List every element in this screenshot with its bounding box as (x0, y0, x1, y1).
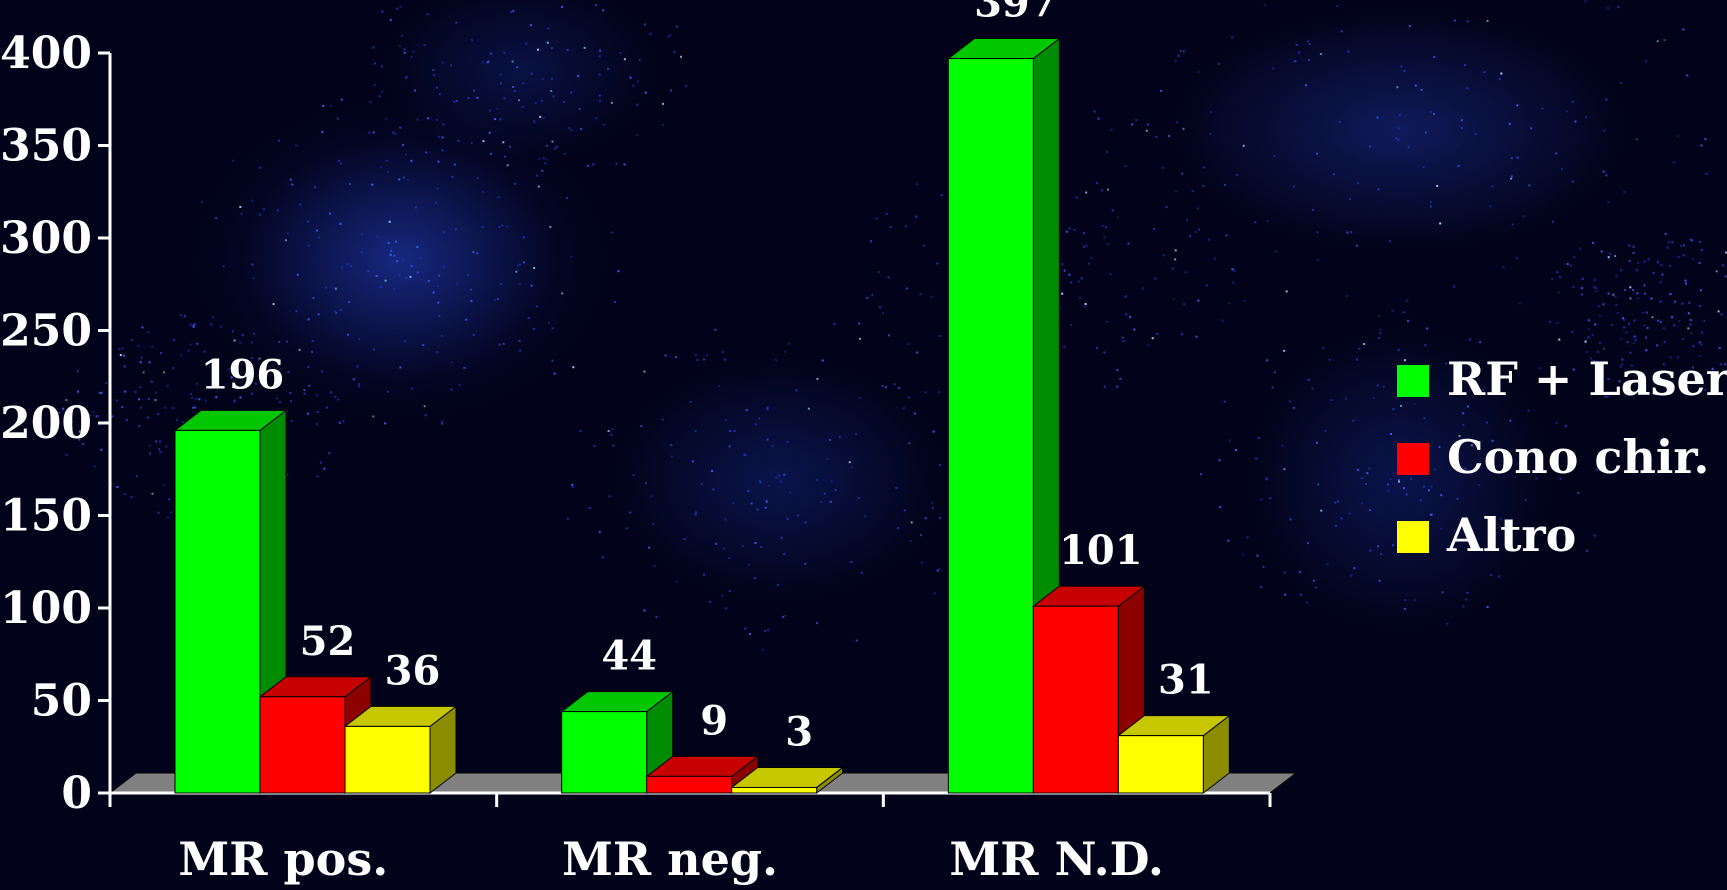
data-label: 31 (1158, 657, 1214, 704)
data-label: 9 (700, 697, 728, 744)
bar-front (947, 58, 1034, 794)
bar (343, 705, 458, 795)
bar (560, 690, 675, 795)
bar (645, 755, 760, 795)
y-tick-label: 50 (31, 676, 92, 727)
bar-front (731, 786, 818, 794)
legend: RF + Laser Cono chir. Altro (1397, 352, 1727, 562)
bar-front (344, 725, 431, 794)
data-label: 196 (201, 351, 285, 398)
bar (1031, 585, 1146, 795)
y-tick-label: 0 (61, 768, 92, 819)
data-label: 3 (785, 708, 813, 755)
category-label: MR pos. (178, 832, 388, 886)
bar-front (1117, 735, 1204, 794)
bar-front (174, 429, 261, 794)
data-label: 397 (974, 0, 1058, 27)
y-tick-label: 100 (0, 583, 92, 634)
legend-swatch (1397, 443, 1429, 475)
bar-front (1032, 605, 1119, 794)
category-label: MR neg. (562, 832, 778, 886)
x-axis-labels: MR pos. MR neg. MR N.D. (178, 832, 1164, 886)
data-label: 52 (300, 618, 356, 665)
y-tick-label: 150 (0, 491, 92, 542)
legend-swatch (1397, 365, 1429, 397)
bar-front (561, 711, 648, 794)
bar-front (646, 775, 733, 794)
y-tick-label: 300 (0, 213, 92, 264)
y-tick-label: 250 (0, 306, 92, 357)
legend-label: Cono chir. (1447, 430, 1709, 484)
bar (1116, 714, 1231, 795)
data-labels: 196 52 36 44 9 3 397 101 31 (201, 0, 1214, 755)
bar-front (259, 696, 346, 794)
legend-label: RF + Laser (1447, 352, 1727, 406)
y-tick-label: 350 (0, 121, 92, 172)
legend-swatch (1397, 521, 1429, 553)
y-tick-label: 400 (0, 28, 92, 79)
bar (730, 766, 845, 795)
y-tick-label: 200 (0, 398, 92, 449)
bars (173, 37, 1231, 795)
data-label: 101 (1059, 527, 1143, 574)
legend-label: Altro (1446, 508, 1576, 562)
data-label: 44 (601, 633, 657, 680)
data-label: 36 (385, 647, 441, 694)
category-label: MR N.D. (949, 832, 1164, 886)
